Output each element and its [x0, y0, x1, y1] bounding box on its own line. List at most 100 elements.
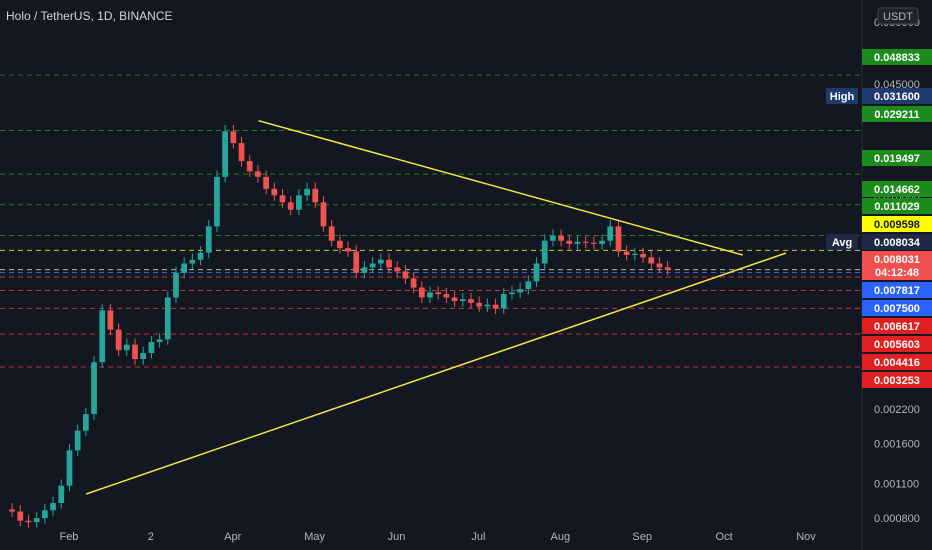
price-label-bg — [862, 150, 932, 166]
candle-body — [369, 263, 376, 268]
candle-body — [623, 251, 630, 255]
candle-body — [361, 267, 368, 273]
x-tick-label: Aug — [551, 531, 571, 543]
candle-body — [500, 294, 507, 309]
candle-body — [263, 176, 269, 189]
candle-body — [42, 510, 48, 519]
candle-body — [394, 267, 401, 272]
x-tick-label: 2 — [148, 531, 154, 543]
candle-body — [664, 267, 671, 270]
candle-body — [91, 362, 97, 415]
candle-body — [648, 257, 655, 264]
candle-body — [517, 289, 524, 293]
price-label-bg — [862, 234, 932, 250]
candle-body — [238, 143, 245, 162]
candle-body — [337, 240, 343, 249]
price-label: 0.006617 — [874, 321, 920, 333]
candle-body — [205, 226, 212, 253]
price-label-bg — [862, 181, 932, 197]
price-label: 0.031600 — [874, 91, 920, 103]
price-label-bg — [862, 300, 932, 316]
candle-body — [443, 294, 450, 298]
candle-body — [607, 226, 614, 241]
candle-body — [550, 235, 556, 241]
x-tick-label: May — [304, 531, 325, 543]
candle-body — [427, 292, 433, 298]
price-label: 0.014662 — [874, 184, 920, 196]
candle-body — [173, 272, 179, 298]
candle-body — [320, 202, 327, 227]
price-label: 0.005603 — [874, 339, 920, 351]
candle-body — [410, 278, 417, 288]
candle-body — [328, 226, 335, 241]
price-label-bg — [862, 251, 932, 267]
candle-body — [599, 240, 605, 244]
price-label: 0.048833 — [874, 52, 920, 64]
candle-body — [148, 342, 155, 354]
y-tick-label: 0.000800 — [874, 513, 920, 525]
price-label-bg — [862, 106, 932, 122]
candle-body — [558, 235, 564, 241]
price-label-bg — [862, 198, 932, 214]
candle-body — [132, 344, 138, 360]
candle-body — [50, 502, 56, 511]
price-label: 0.029211 — [874, 109, 919, 121]
candle-body — [230, 131, 237, 144]
price-label: 0.007500 — [874, 303, 920, 315]
price-tag: Avg — [832, 237, 852, 249]
candle-body — [214, 176, 220, 227]
candle-body — [279, 195, 286, 203]
candle-body — [140, 353, 147, 360]
candle-body — [74, 430, 81, 451]
candle-body — [99, 310, 106, 363]
x-tick-label: Apr — [224, 531, 241, 543]
y-tick-label: 0.045000 — [874, 79, 920, 91]
trendline-0 — [85, 252, 787, 495]
candle-body — [468, 299, 474, 303]
price-label: 0.008034 — [874, 237, 921, 249]
price-label: 0.019497 — [874, 153, 920, 165]
candle-body — [492, 304, 499, 309]
candle-body — [107, 310, 114, 330]
candle-body — [156, 339, 163, 343]
candle-body — [574, 241, 581, 244]
candle-body — [296, 195, 302, 210]
candle-body — [345, 248, 351, 252]
candle-body — [459, 299, 466, 302]
x-tick-label: Jul — [471, 531, 485, 543]
candle-body — [656, 263, 663, 268]
candle-body — [66, 450, 73, 486]
x-tick-label: Oct — [716, 531, 733, 543]
price-label-bg — [862, 264, 932, 280]
price-tag: High — [830, 91, 855, 103]
candle-body — [435, 292, 442, 295]
price-label: 0.004416 — [874, 357, 920, 369]
price-label: 0.009598 — [874, 219, 920, 231]
x-tick-label: Sep — [632, 531, 652, 543]
candle-body — [82, 414, 89, 431]
trendline-1 — [258, 119, 743, 256]
candle-body — [181, 263, 188, 273]
price-label: 0.003253 — [874, 375, 920, 387]
candle-body — [386, 259, 392, 268]
candle-body — [246, 161, 253, 172]
candle-body — [418, 287, 425, 298]
candle-body — [164, 297, 171, 340]
candle-body — [304, 188, 310, 196]
candle-body — [287, 202, 294, 210]
y-tick-label: 0.001100 — [874, 479, 919, 491]
candle-body — [25, 520, 32, 523]
price-label-bg — [862, 336, 932, 352]
candle-body — [402, 271, 409, 279]
candle-body — [566, 240, 573, 244]
candle-body — [640, 253, 646, 258]
y-tick-label: 0.001600 — [874, 438, 920, 450]
candle-body — [591, 242, 597, 244]
price-label-bg — [862, 372, 932, 388]
price-label-bg — [862, 354, 932, 370]
price-label: 0.007817 — [874, 285, 920, 297]
candle-body — [312, 188, 319, 203]
price-label-bg — [862, 49, 932, 65]
